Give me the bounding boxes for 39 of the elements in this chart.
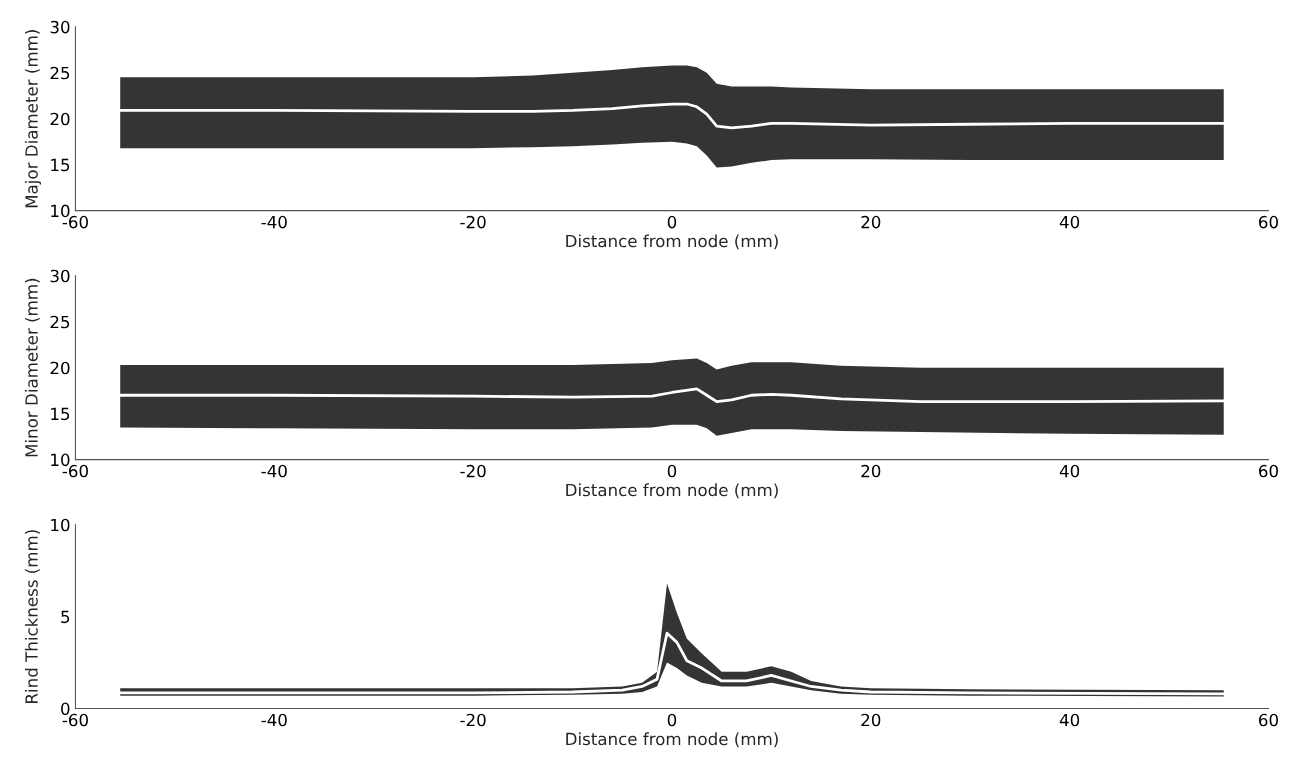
x-axis-title: Distance from node (mm) xyxy=(566,732,778,748)
x-tick-label: -20 xyxy=(460,464,486,478)
x-tick-label: 40 xyxy=(1059,215,1080,229)
line-series xyxy=(118,387,1226,404)
y-tick-label: 20 xyxy=(50,361,70,375)
x-tick-label: 60 xyxy=(1259,215,1278,229)
y-tick-label: 0 xyxy=(61,702,70,716)
y-tick-label: 15 xyxy=(51,407,70,421)
y-tick-label: 30 xyxy=(50,20,70,34)
y-tick-label: 15 xyxy=(51,158,70,172)
y-tick-label: 25 xyxy=(50,66,70,80)
x-tick-label: 20 xyxy=(861,215,881,229)
y-axis-title: Minor Diameter (mm) xyxy=(24,278,40,457)
x-tick-label: -40 xyxy=(261,713,287,727)
x-tick-label: -20 xyxy=(460,713,486,727)
x-tick-label: 20 xyxy=(861,464,881,478)
y-tick-label: 25 xyxy=(50,315,70,329)
y-axis-title: Rind Thickness (mm) xyxy=(24,530,40,703)
x-tick-label: 0 xyxy=(667,215,677,229)
x-tick-label: 60 xyxy=(1259,713,1278,727)
x-tick-label: 0 xyxy=(667,464,677,478)
line-series xyxy=(118,102,1226,130)
x-tick-label: 20 xyxy=(861,713,881,727)
y-tick-label: 10 xyxy=(51,518,70,532)
x-tick-label: 40 xyxy=(1059,713,1080,727)
x-tick-label: -60 xyxy=(62,713,88,727)
y-tick-label: 30 xyxy=(50,269,70,283)
x-tick-label: -20 xyxy=(460,215,486,229)
x-tick-label: -40 xyxy=(261,464,287,478)
y-axis-title: Major Diameter (mm) xyxy=(24,30,42,208)
x-tick-label: -40 xyxy=(261,215,287,229)
line-series xyxy=(118,631,1226,696)
y-tick-label: 5 xyxy=(61,610,70,624)
x-axis-title: Distance from node (mm) xyxy=(566,234,778,250)
x-tick-label: 60 xyxy=(1259,464,1278,478)
x-axis-title: Distance from node (mm) xyxy=(566,483,778,499)
y-tick-label: 20 xyxy=(50,112,70,126)
x-tick-label: 40 xyxy=(1059,464,1080,478)
x-tick-label: 0 xyxy=(667,713,677,727)
